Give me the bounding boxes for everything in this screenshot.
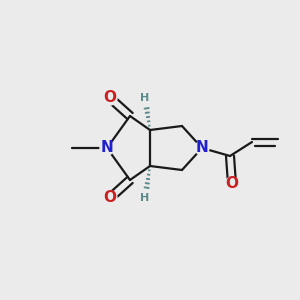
Circle shape: [103, 91, 117, 105]
Circle shape: [138, 91, 152, 105]
Text: N: N: [196, 140, 208, 155]
Circle shape: [103, 191, 117, 205]
Circle shape: [195, 141, 209, 155]
Text: N: N: [100, 140, 113, 155]
Circle shape: [138, 191, 152, 205]
Text: O: O: [226, 176, 238, 191]
Text: H: H: [140, 93, 150, 103]
Circle shape: [100, 141, 114, 155]
Text: H: H: [140, 193, 150, 203]
Circle shape: [225, 177, 239, 191]
Text: O: O: [103, 190, 116, 206]
Text: O: O: [103, 91, 116, 106]
